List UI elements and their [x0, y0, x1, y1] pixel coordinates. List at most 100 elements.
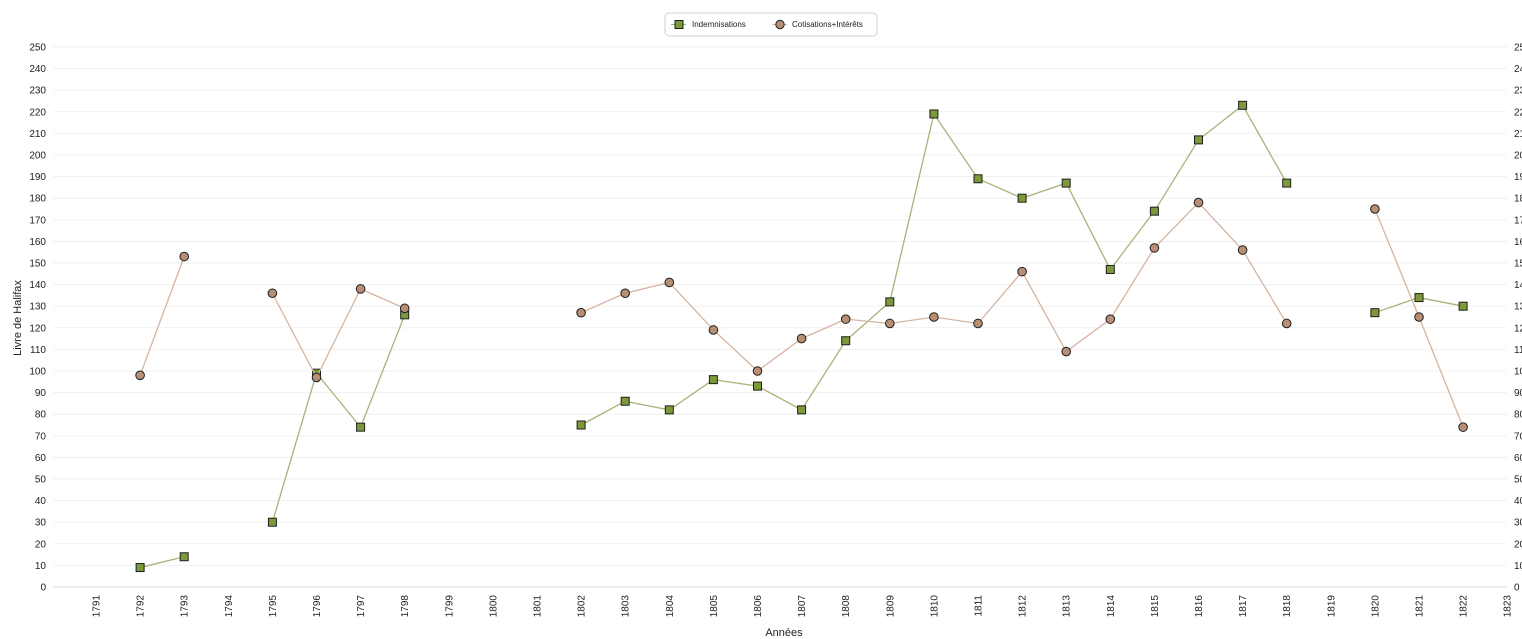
- data-point-circle[interactable]: [1281, 318, 1292, 329]
- data-point-square[interactable]: [267, 517, 277, 527]
- data-point-square[interactable]: [1149, 206, 1159, 216]
- data-point-circle[interactable]: [620, 288, 631, 299]
- y-tick-label-right: 90: [1514, 388, 1522, 399]
- y-tick-label-right: 150: [1514, 259, 1522, 270]
- data-point-square[interactable]: [1061, 178, 1071, 188]
- x-tick-label: 1813: [1062, 595, 1073, 618]
- data-point-square[interactable]: [576, 420, 586, 430]
- series-line: [139, 556, 185, 569]
- data-point-circle[interactable]: [1370, 204, 1380, 214]
- x-tick-label: 1814: [1106, 595, 1117, 618]
- y-tick-label-right: 170: [1514, 215, 1522, 226]
- x-tick-label: 1794: [224, 595, 235, 618]
- data-point-circle[interactable]: [929, 312, 939, 322]
- data-point-circle[interactable]: [1105, 314, 1116, 324]
- x-tick-label: 1808: [841, 595, 852, 618]
- x-axis-title: Années: [765, 627, 803, 639]
- data-point-circle[interactable]: [1149, 243, 1160, 253]
- x-tick-label: 1793: [180, 595, 191, 618]
- data-point-square[interactable]: [1194, 135, 1203, 145]
- data-point-square[interactable]: [841, 336, 851, 346]
- data-point-circle[interactable]: [752, 366, 763, 376]
- data-point-square[interactable]: [356, 422, 366, 432]
- y-tick-label-right: 80: [1514, 410, 1522, 421]
- x-tick-label: 1822: [1459, 595, 1470, 618]
- y-tick-label-left: 0: [40, 583, 46, 594]
- data-point-square[interactable]: [135, 563, 145, 573]
- x-tick-label: 1816: [1194, 595, 1205, 618]
- y-tick-label-right: 70: [1514, 431, 1522, 442]
- x-axis-ticks: 1791 1792 1793 1794 1795 1796 1797 1798 1799 1800…: [92, 595, 1514, 618]
- data-point-square[interactable]: [1458, 301, 1468, 311]
- data-point-circle[interactable]: [311, 372, 322, 383]
- data-point-square[interactable]: [664, 405, 674, 415]
- y-tick-label-left: 120: [29, 323, 46, 334]
- y-tick-label-right: 40: [1514, 496, 1522, 507]
- y-axis-right-ticks: 0 10 20 30 40 50 60 70 80 90 100 110 120 130 140 150 160…: [1514, 43, 1522, 594]
- legend-item-indemnisations[interactable]: Indemnisations: [671, 20, 746, 29]
- x-tick-label: 1806: [753, 595, 764, 618]
- series-line: [271, 314, 406, 523]
- data-point-square[interactable]: [797, 405, 807, 415]
- x-tick-label: 1802: [577, 595, 588, 618]
- data-point-circle[interactable]: [1237, 245, 1248, 255]
- legend-label-indemnisations: Indemnisations: [692, 20, 746, 29]
- data-point-circle[interactable]: [399, 303, 410, 314]
- series-line: [271, 288, 405, 379]
- legend-item-cotisations[interactable]: Cotisations+Intérêts: [772, 19, 863, 30]
- data-point-square[interactable]: [1414, 293, 1424, 303]
- x-tick-label: 1799: [444, 595, 455, 618]
- data-point-circle[interactable]: [885, 318, 895, 329]
- y-tick-label-right: 130: [1514, 302, 1522, 313]
- legend-box: [664, 12, 878, 37]
- data-point-square[interactable]: [973, 174, 983, 184]
- legend[interactable]: Indemnisations Cotisations+Intérêts: [664, 12, 878, 37]
- data-point-square[interactable]: [1105, 264, 1115, 274]
- y-tick-label-left: 240: [29, 64, 46, 75]
- data-point-circle[interactable]: [576, 307, 586, 318]
- legend-square-marker: [674, 20, 684, 29]
- x-tick-label: 1812: [1018, 595, 1029, 618]
- data-point-square[interactable]: [1282, 178, 1292, 188]
- x-tick-label: 1815: [1150, 595, 1161, 618]
- x-tick-label: 1809: [885, 595, 896, 618]
- data-point-circle[interactable]: [267, 288, 278, 299]
- data-point-circle[interactable]: [1414, 312, 1424, 322]
- data-point-circle[interactable]: [355, 284, 366, 294]
- data-point-square[interactable]: [179, 552, 189, 562]
- data-point-square[interactable]: [929, 109, 939, 119]
- x-tick-label: 1792: [136, 595, 147, 618]
- y-tick-label-left: 150: [29, 259, 46, 270]
- y-axis-left-ticks: 0 10 20 30 40 50 60 70 80 90 100 110 120 130 140 150 160…: [29, 43, 46, 594]
- data-point-circle[interactable]: [135, 370, 145, 381]
- y-tick-label-right: 10: [1514, 561, 1522, 572]
- y-tick-label-left: 130: [29, 302, 46, 313]
- y-tick-label-left: 20: [35, 539, 47, 550]
- y-tick-label-left: 90: [35, 388, 47, 399]
- data-point-circle[interactable]: [664, 277, 675, 288]
- y-tick-label-left: 180: [29, 194, 46, 205]
- data-point-circle[interactable]: [708, 325, 719, 335]
- data-point-square[interactable]: [708, 375, 718, 385]
- x-tick-label: 1803: [621, 595, 632, 618]
- legend-circle-marker: [775, 19, 785, 30]
- legend-label-cotisations: Cotisations+Intérêts: [792, 20, 863, 29]
- data-point-circle[interactable]: [1017, 266, 1027, 277]
- data-point-circle[interactable]: [973, 318, 983, 329]
- data-point-circle[interactable]: [1193, 197, 1204, 208]
- data-point-circle[interactable]: [179, 251, 189, 262]
- data-point-square[interactable]: [753, 381, 762, 391]
- data-point-square[interactable]: [885, 297, 895, 307]
- data-point-square[interactable]: [1238, 100, 1248, 110]
- data-point-circle[interactable]: [796, 333, 807, 344]
- data-point-circle[interactable]: [1458, 422, 1468, 432]
- data-point-square[interactable]: [620, 396, 630, 406]
- data-point-circle[interactable]: [840, 314, 851, 324]
- y-tick-label-right: 20: [1514, 539, 1522, 550]
- y-tick-label-left: 250: [29, 43, 46, 54]
- data-point-square[interactable]: [1370, 308, 1380, 318]
- y-tick-label-left: 40: [35, 496, 47, 507]
- data-point-square[interactable]: [1017, 193, 1027, 203]
- data-point-circle[interactable]: [1061, 346, 1071, 357]
- y-tick-label-right: 220: [1514, 107, 1522, 118]
